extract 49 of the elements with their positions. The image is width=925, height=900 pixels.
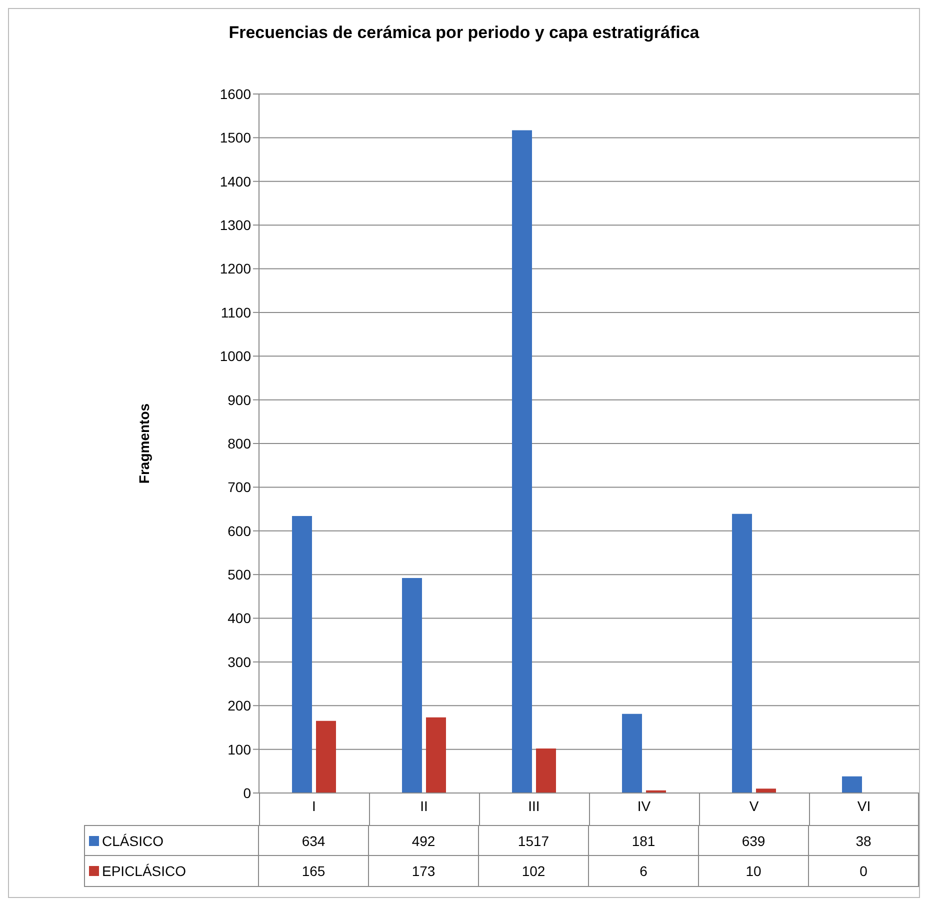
data-label: 639 bbox=[699, 825, 809, 856]
data-label: 492 bbox=[369, 825, 479, 856]
y-tick-label: 600 bbox=[228, 522, 252, 539]
y-tick-label: 700 bbox=[228, 479, 252, 496]
y-tick-label: 1200 bbox=[220, 260, 252, 277]
y-tick-label: 300 bbox=[228, 654, 252, 670]
data-label: 634 bbox=[259, 825, 369, 856]
data-label: 173 bbox=[369, 856, 479, 887]
bar bbox=[402, 578, 422, 793]
y-tick-label: 1600 bbox=[220, 86, 252, 102]
y-tick-label: 0 bbox=[243, 784, 252, 801]
data-label: 38 bbox=[809, 825, 919, 856]
y-tick-label: 900 bbox=[228, 392, 252, 408]
bar bbox=[756, 788, 776, 793]
x-tick-label: IV bbox=[637, 798, 652, 814]
chart-title: Frecuencias de cerámica por periodo y capa estratigráfica bbox=[228, 23, 700, 43]
bar bbox=[732, 514, 752, 793]
y-tick-label: 400 bbox=[228, 610, 252, 626]
bar bbox=[842, 776, 862, 793]
y-tick-label: 800 bbox=[228, 435, 252, 452]
bar bbox=[292, 516, 312, 793]
data-label: 0 bbox=[809, 856, 919, 887]
y-tick-label: 200 bbox=[228, 698, 252, 714]
bar bbox=[512, 130, 532, 793]
bar bbox=[536, 748, 556, 793]
legend-label: CLÁSICO bbox=[102, 832, 164, 848]
y-axis-title: Fragmentos bbox=[136, 403, 152, 484]
x-tick-label: III bbox=[528, 798, 540, 814]
data-label: 6 bbox=[589, 856, 699, 887]
legend-label: EPICLÁSICO bbox=[102, 863, 186, 879]
y-tick-label: 1300 bbox=[220, 217, 252, 234]
data-label: 1517 bbox=[479, 825, 589, 856]
y-tick-label: 1000 bbox=[220, 348, 252, 364]
x-tick-label: V bbox=[749, 798, 760, 814]
bar bbox=[622, 714, 642, 793]
bar bbox=[316, 720, 336, 793]
data-label: 165 bbox=[259, 856, 369, 887]
y-tick-label: 100 bbox=[228, 741, 252, 758]
data-label: 102 bbox=[479, 856, 589, 887]
data-label: 181 bbox=[589, 825, 699, 856]
y-tick-label: 1400 bbox=[220, 173, 252, 190]
y-tick-label: 500 bbox=[228, 566, 252, 583]
bar bbox=[426, 717, 446, 793]
y-tick-label: 1500 bbox=[220, 130, 252, 146]
x-tick-label: II bbox=[420, 798, 428, 814]
x-tick-label: I bbox=[312, 798, 316, 814]
x-tick-label: VI bbox=[857, 798, 871, 814]
data-label: 10 bbox=[699, 856, 809, 887]
y-tick-label: 1100 bbox=[220, 304, 252, 320]
